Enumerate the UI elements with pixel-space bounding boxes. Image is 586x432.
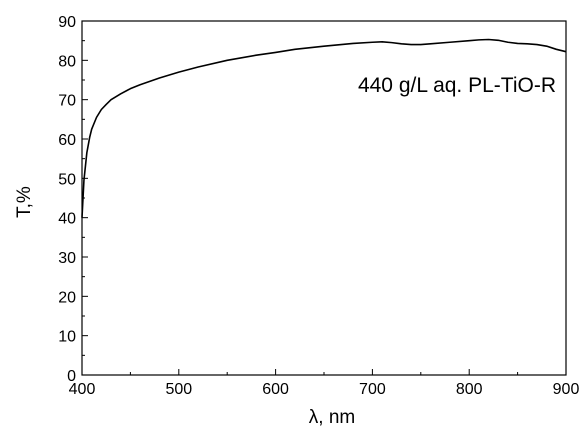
y-tick-label: 0 bbox=[67, 368, 76, 385]
transmittance-series-line bbox=[81, 38, 567, 218]
y-tick-label: 90 bbox=[58, 14, 76, 31]
x-tick-label: 400 bbox=[69, 381, 96, 398]
y-tick-label: 10 bbox=[58, 329, 76, 346]
plot-frame bbox=[81, 20, 567, 376]
y-tick-label: 50 bbox=[58, 171, 76, 188]
x-tick-label: 600 bbox=[262, 381, 289, 398]
y-tick-label: 80 bbox=[58, 53, 76, 70]
sample-annotation: 440 g/L aq. PL-TiO-R bbox=[358, 74, 556, 97]
x-tick-label: 700 bbox=[359, 381, 386, 398]
y-axis-title: T,% bbox=[14, 186, 35, 218]
y-tick-label: 60 bbox=[58, 132, 76, 149]
y-tick-label: 30 bbox=[58, 250, 76, 267]
y-tick-label: 40 bbox=[58, 211, 76, 228]
x-tick-label: 500 bbox=[165, 381, 192, 398]
x-tick-label: 900 bbox=[553, 381, 580, 398]
x-axis-title: λ, nm bbox=[309, 407, 355, 428]
tick-labels-layer: 400 500 600 700 800 900 0 10 20 30 40 50 60 70 80 90 bbox=[58, 14, 579, 398]
y-tick-label: 20 bbox=[58, 289, 76, 306]
x-tick-label: 800 bbox=[456, 381, 483, 398]
y-tick-label: 70 bbox=[58, 93, 76, 110]
